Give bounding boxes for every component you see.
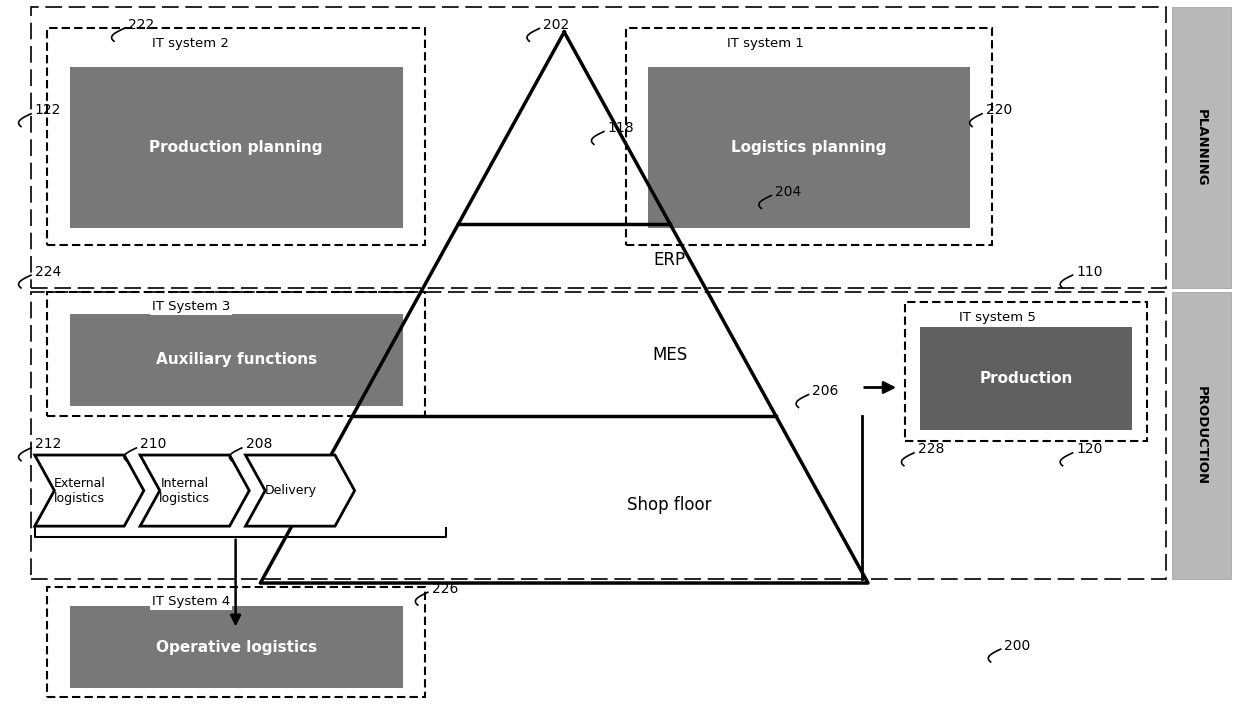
Text: 122: 122 xyxy=(35,103,61,117)
Text: 220: 220 xyxy=(986,103,1012,117)
Text: 200: 200 xyxy=(1004,638,1030,653)
Bar xyxy=(626,28,992,245)
Text: 118: 118 xyxy=(608,121,634,135)
Text: Internal
logistics: Internal logistics xyxy=(160,476,211,505)
Bar xyxy=(1172,7,1231,288)
Text: ERP: ERP xyxy=(653,250,686,269)
Text: Shop floor: Shop floor xyxy=(627,496,712,514)
Text: 210: 210 xyxy=(140,437,166,451)
Text: Delivery: Delivery xyxy=(264,484,316,497)
Bar xyxy=(649,68,970,228)
Bar xyxy=(69,606,403,688)
Text: IT System 3: IT System 3 xyxy=(151,300,231,313)
Text: 202: 202 xyxy=(543,18,569,32)
Text: MES: MES xyxy=(652,346,687,365)
Polygon shape xyxy=(246,455,355,526)
Text: IT system 2: IT system 2 xyxy=(153,37,229,50)
Text: 120: 120 xyxy=(1076,442,1102,456)
Polygon shape xyxy=(140,455,249,526)
Text: Production: Production xyxy=(980,371,1073,386)
Text: IT System 4: IT System 4 xyxy=(151,595,229,608)
Text: 228: 228 xyxy=(918,442,944,456)
Text: Auxiliary functions: Auxiliary functions xyxy=(156,353,316,368)
Text: 208: 208 xyxy=(246,437,272,451)
Text: IT system 5: IT system 5 xyxy=(959,311,1035,324)
Text: Operative logistics: Operative logistics xyxy=(156,640,316,655)
Text: 226: 226 xyxy=(432,582,458,596)
Text: PRODUCTION: PRODUCTION xyxy=(1195,386,1208,485)
Text: 204: 204 xyxy=(775,185,801,199)
Text: Production planning: Production planning xyxy=(150,140,322,155)
Text: 206: 206 xyxy=(812,384,838,398)
Polygon shape xyxy=(35,455,144,526)
Bar xyxy=(905,302,1147,441)
Text: IT system 1: IT system 1 xyxy=(727,37,804,50)
Bar xyxy=(47,292,425,416)
Text: 110: 110 xyxy=(1076,264,1102,279)
Bar xyxy=(31,7,1166,288)
Bar xyxy=(47,28,425,245)
Bar xyxy=(69,314,403,406)
Text: 222: 222 xyxy=(128,18,154,32)
Bar xyxy=(920,327,1132,429)
Text: 212: 212 xyxy=(35,437,61,451)
Text: External
logistics: External logistics xyxy=(53,476,105,505)
Text: Logistics planning: Logistics planning xyxy=(732,140,887,155)
Bar xyxy=(31,292,1166,579)
Text: PLANNING: PLANNING xyxy=(1195,109,1208,186)
Bar xyxy=(1172,292,1231,579)
Bar xyxy=(47,587,425,697)
Text: 224: 224 xyxy=(35,264,61,279)
Bar xyxy=(69,68,403,228)
